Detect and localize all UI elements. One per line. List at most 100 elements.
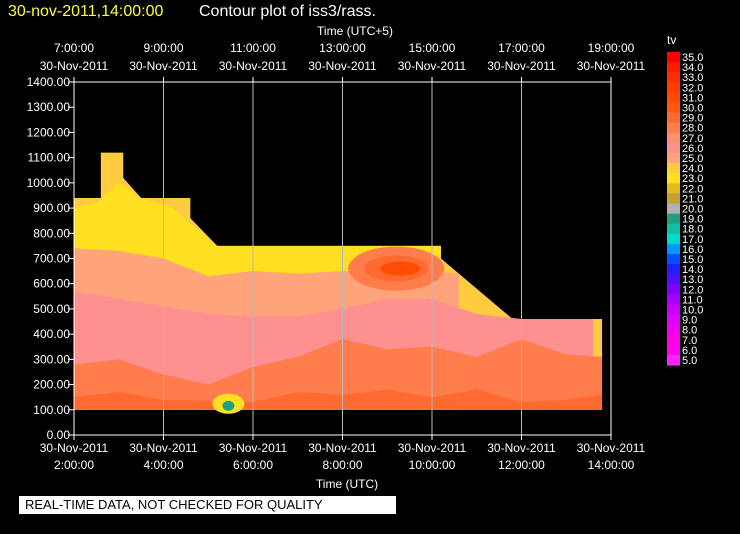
top-tick-date: 30-Nov-2011 [308,59,377,73]
colorbar-level-label: 6.0 [682,345,697,357]
colorbar-swatch [667,334,680,346]
colorbar-swatch [667,243,680,255]
x-tick-time: 12:00:00 [498,458,545,472]
colorbar-level-label: 25.0 [682,153,703,165]
x-tick-date: 30-Nov-2011 [40,441,109,455]
colorbar-level-label: 8.0 [682,325,697,337]
colorbar-swatch [667,203,680,215]
contour-field [74,152,603,414]
top-tick-time: 13:00:00 [319,41,366,55]
colorbar-level-label: 7.0 [682,335,697,347]
warm-core-inner [380,261,421,276]
colorbar-swatch [667,72,680,83]
x-tick-date: 30-Nov-2011 [308,441,377,455]
colorbar-swatch [667,102,680,114]
y-tick-label: 300.00 [33,352,70,366]
colorbar-level-label: 34.0 [682,62,703,74]
colorbar-level-label: 12.0 [682,284,703,296]
colorbar-level-label: 32.0 [682,82,703,94]
top-tick-time: 15:00:00 [409,41,456,55]
x-axis-top: 7:00:00 30-Nov-2011 9:00:00 30-Nov-2011 11:0… [40,41,646,82]
colorbar-level-label: 14.0 [682,264,703,276]
colorbar-level-label: 22.0 [682,183,703,195]
colorbar-swatch [667,52,680,63]
colorbar-swatch [667,213,680,225]
colorbar-swatch [667,62,680,73]
colorbar-swatch [667,82,680,93]
top-tick-time: 7:00:00 [54,41,94,55]
top-tick-time: 9:00:00 [143,41,183,55]
colorbar-swatch [667,355,680,366]
colorbar-level-label: 30.0 [682,103,703,115]
colorbar-level-label: 24.0 [682,163,703,175]
x-tick-date: 30-Nov-2011 [577,441,646,455]
colorbar-swatch [667,142,680,154]
colorbar-level-label: 31.0 [682,92,703,104]
colorbar-level-label: 23.0 [682,173,703,185]
colorbar-swatch [667,284,680,295]
colorbar-level-label: 18.0 [682,224,703,236]
top-tick-date: 30-Nov-2011 [129,59,198,73]
x-tick-date: 30-Nov-2011 [487,441,556,455]
y-tick-label: 1200.00 [27,125,71,139]
colorbar-level-label: 29.0 [682,113,703,125]
y-axis: 0.00 100.00 200.00 300.00 400.00 500.00 600.00… [27,75,74,442]
top-tick-date: 30-Nov-2011 [487,59,556,73]
colorbar-level-label: 26.0 [682,143,703,155]
colorbar-swatch [667,183,680,194]
colorbar-swatch [667,274,680,285]
y-tick-label: 600.00 [33,277,70,291]
colorbar-swatch [667,344,680,356]
colorbar-swatch [667,324,680,336]
colorbar-level-label: 11.0 [682,294,703,306]
colorbar-level-label: 27.0 [682,133,703,145]
grid-lines [163,82,522,435]
y-tick-label: 200.00 [33,378,70,392]
colorbar-level-label: 13.0 [682,274,703,286]
x-tick-time: 10:00:00 [409,458,456,472]
top-tick-date: 30-Nov-2011 [219,59,288,73]
y-tick-label: 500.00 [33,302,70,316]
y-tick-label: 100.00 [33,403,70,417]
colorbar-level-label: 35.0 [682,52,703,64]
x-axis-bottom: 30-Nov-2011 2:00:00 30-Nov-2011 4:00:00 30-N… [40,435,646,472]
colorbar-level-label: 33.0 [682,72,703,84]
colorbar-swatch [667,304,680,316]
colorbar-swatch [667,314,680,326]
colorbar-swatch [667,264,680,275]
y-tick-label: 900.00 [33,201,70,215]
y-tick-label: 1300.00 [27,100,71,114]
colorbar-level-label: 10.0 [682,305,703,317]
x-tick-date: 30-Nov-2011 [398,441,467,455]
x-tick-time: 2:00:00 [54,458,94,472]
y-tick-label: 1400.00 [27,75,71,89]
y-tick-label: 1000.00 [27,176,71,190]
colorbar-level-label: 20.0 [682,204,703,216]
colorbar-swatch [667,173,680,184]
colorbar-level-label: 28.0 [682,123,703,135]
colorbar-swatch [667,223,680,235]
top-tick-date: 30-Nov-2011 [40,59,109,73]
colorbar-swatch [667,163,680,174]
colorbar-swatch [667,254,680,265]
chart-date-label: 30-nov-2011,14:00:00 [8,3,163,20]
cool-spot-inner [222,400,235,411]
colorbar-swatch [667,122,680,134]
data-quality-notice: REAL-TIME DATA, NOT CHECKED FOR QUALITY [19,496,396,514]
y-tick-label: 0.00 [47,428,71,442]
top-tick-time: 17:00:00 [498,41,545,55]
colorbar-level-label: 21.0 [682,193,703,205]
y-tick-label: 1100.00 [28,151,71,165]
colorbar-label: tv [667,33,676,47]
colorbar-level-label: 9.0 [682,315,697,327]
x-tick-time: 14:00:00 [588,458,635,472]
colorbar-level-label: 19.0 [682,214,703,226]
x-tick-date: 30-Nov-2011 [219,441,288,455]
top-axis-label: Time (UTC+5) [317,24,393,38]
x-tick-time: 8:00:00 [322,458,362,472]
x-tick-time: 4:00:00 [143,458,183,472]
colorbar-level-label: 5.0 [682,355,697,367]
colorbar-level-label: 15.0 [682,254,703,266]
colorbar-swatch [667,112,680,124]
